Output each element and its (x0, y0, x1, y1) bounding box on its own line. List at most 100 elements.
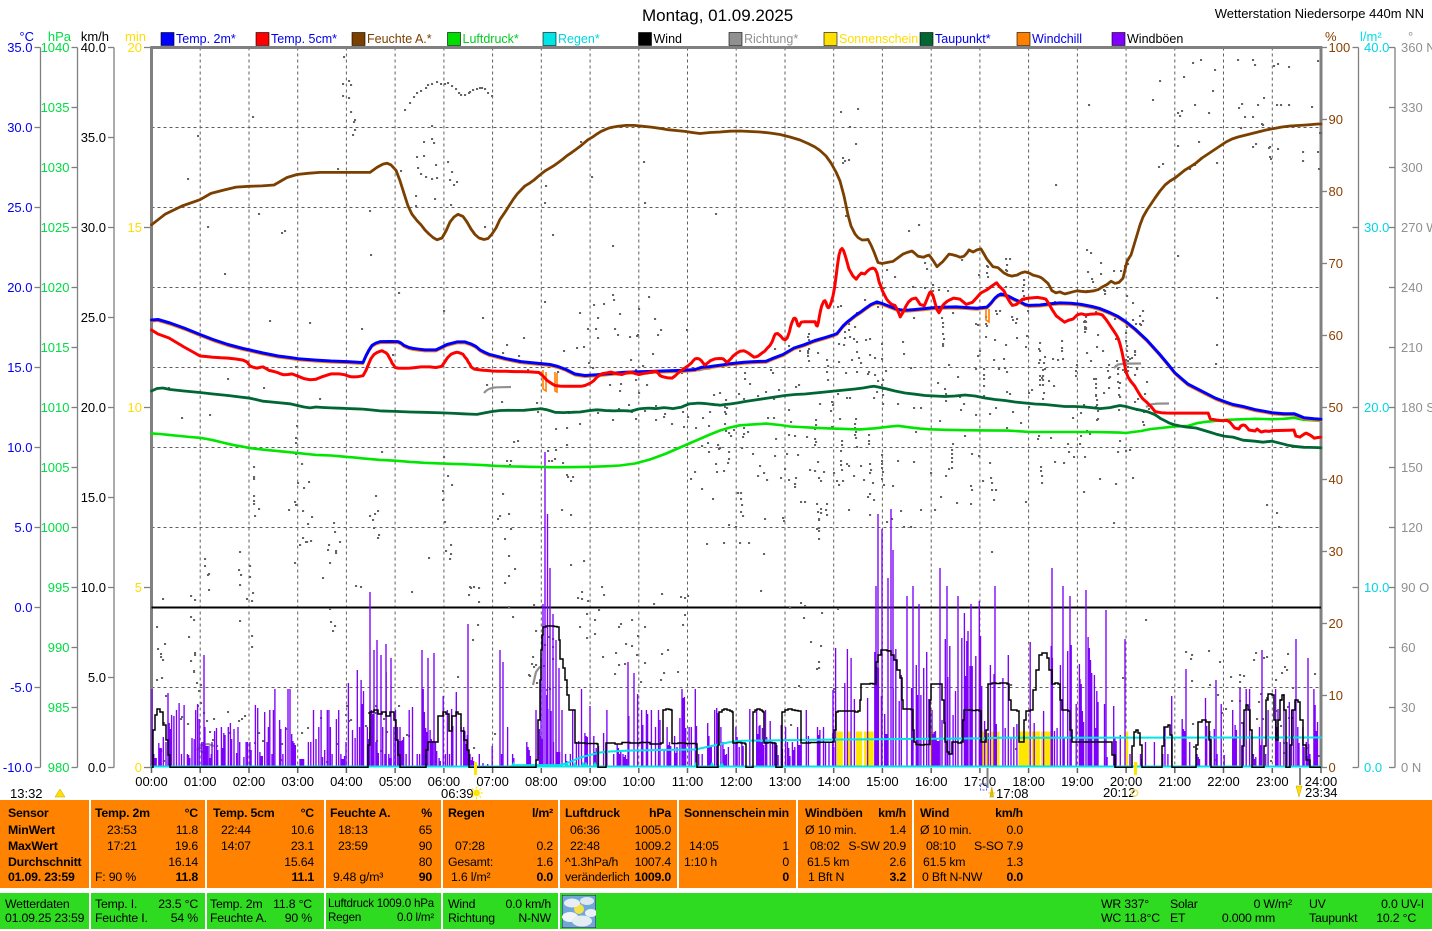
svg-text:Montag, 01.09.2025: Montag, 01.09.2025 (642, 6, 793, 25)
svg-text:30: 30 (1329, 544, 1343, 559)
svg-text:90: 90 (1329, 112, 1343, 127)
svg-text:15.0: 15.0 (81, 490, 106, 505)
svg-text:10: 10 (1329, 688, 1343, 703)
svg-text:15:00: 15:00 (866, 774, 899, 789)
svg-text:30.0: 30.0 (1364, 220, 1389, 235)
svg-text:1035: 1035 (41, 100, 70, 115)
svg-text:1030: 1030 (41, 160, 70, 175)
svg-text:08:00: 08:00 (525, 774, 558, 789)
svg-text:35.0: 35.0 (7, 40, 32, 55)
svg-text:270 W: 270 W (1401, 220, 1432, 235)
svg-text:5: 5 (135, 580, 142, 595)
svg-text:17:08: 17:08 (996, 786, 1029, 800)
svg-text:05:00: 05:00 (379, 774, 412, 789)
svg-text:30.0: 30.0 (81, 220, 106, 235)
svg-text:90 O: 90 O (1401, 580, 1429, 595)
svg-text:l/m²: l/m² (1360, 29, 1382, 44)
svg-text:%: % (1325, 29, 1337, 44)
svg-text:1015: 1015 (41, 340, 70, 355)
svg-text:°C: °C (19, 29, 34, 44)
svg-text:-10.0: -10.0 (3, 760, 33, 775)
svg-text:23:00: 23:00 (1256, 774, 1289, 789)
svg-text:Feuchte A.*: Feuchte A.* (367, 32, 432, 46)
svg-text:Wetterstation Niedersorpe 440m: Wetterstation Niedersorpe 440m NN (1215, 6, 1424, 21)
svg-text:10: 10 (128, 400, 142, 415)
svg-text:20.0: 20.0 (81, 400, 106, 415)
svg-text:10.0: 10.0 (81, 580, 106, 595)
svg-text:-5.0: -5.0 (10, 680, 32, 695)
svg-text:1025: 1025 (41, 220, 70, 235)
svg-text:35.0: 35.0 (81, 130, 106, 145)
svg-text:Temp. 5cm*: Temp. 5cm* (271, 32, 337, 46)
svg-text:360 N: 360 N (1401, 40, 1432, 55)
svg-text:0.0: 0.0 (1364, 760, 1382, 775)
svg-text:20.0: 20.0 (1364, 400, 1389, 415)
svg-text:10.0: 10.0 (7, 440, 32, 455)
svg-text:07:00: 07:00 (476, 774, 509, 789)
svg-text:40: 40 (1329, 472, 1343, 487)
svg-text:995: 995 (48, 580, 70, 595)
svg-text:14:00: 14:00 (817, 774, 850, 789)
svg-text:04:00: 04:00 (330, 774, 363, 789)
svg-text:40.0: 40.0 (1364, 40, 1389, 55)
svg-text:02:00: 02:00 (233, 774, 266, 789)
svg-text:20:12: 20:12 (1103, 785, 1136, 800)
svg-text:30.0: 30.0 (7, 120, 32, 135)
svg-text:1020: 1020 (41, 280, 70, 295)
svg-text:50: 50 (1329, 400, 1343, 415)
svg-text:12:00: 12:00 (720, 774, 753, 789)
svg-text:06:00: 06:00 (428, 774, 461, 789)
svg-text:15: 15 (128, 220, 142, 235)
svg-text:60: 60 (1329, 328, 1343, 343)
svg-text:20.0: 20.0 (7, 280, 32, 295)
svg-text:Temp. 2m*: Temp. 2m* (176, 32, 236, 46)
svg-text:Luftdruck*: Luftdruck* (463, 32, 519, 46)
svg-text:Taupunkt*: Taupunkt* (935, 32, 991, 46)
svg-text:Sonnenschein: Sonnenschein (839, 32, 918, 46)
svg-text:25.0: 25.0 (81, 310, 106, 325)
svg-text:°: ° (1408, 29, 1413, 44)
svg-text:13:00: 13:00 (769, 774, 802, 789)
svg-text:210: 210 (1401, 340, 1423, 355)
svg-text:330: 330 (1401, 100, 1423, 115)
svg-text:5.0: 5.0 (88, 670, 106, 685)
svg-text:0.0: 0.0 (14, 600, 32, 615)
svg-text:17:00: 17:00 (964, 774, 997, 789)
svg-text:0.0: 0.0 (88, 760, 106, 775)
svg-text:985: 985 (48, 700, 70, 715)
svg-text:60: 60 (1401, 640, 1415, 655)
svg-text:Windchill: Windchill (1032, 32, 1082, 46)
svg-text:20:00: 20:00 (1110, 774, 1143, 789)
svg-text:80: 80 (1329, 184, 1343, 199)
svg-text:24:00: 24:00 (1305, 774, 1338, 789)
svg-text:120: 120 (1401, 520, 1423, 535)
svg-text:1010: 1010 (41, 400, 70, 415)
svg-text:30: 30 (1401, 700, 1415, 715)
svg-text:25.0: 25.0 (7, 200, 32, 215)
svg-text:km/h: km/h (81, 29, 109, 44)
svg-text:0 N: 0 N (1401, 760, 1421, 775)
svg-text:300: 300 (1401, 160, 1423, 175)
svg-text:hPa: hPa (48, 29, 72, 44)
svg-text:0: 0 (1329, 760, 1336, 775)
svg-text:240: 240 (1401, 280, 1423, 295)
svg-text:18:00: 18:00 (1012, 774, 1045, 789)
svg-text:100: 100 (1329, 40, 1351, 55)
svg-text:21:00: 21:00 (1159, 774, 1192, 789)
svg-text:180 S: 180 S (1401, 400, 1432, 415)
svg-text:1000: 1000 (41, 520, 70, 535)
svg-text:Windböen: Windböen (1127, 32, 1183, 46)
svg-text:09:00: 09:00 (574, 774, 607, 789)
svg-text:1040: 1040 (41, 40, 70, 55)
svg-text:min: min (125, 29, 146, 44)
svg-text:19:00: 19:00 (1061, 774, 1094, 789)
svg-text:23:34: 23:34 (1305, 785, 1338, 800)
svg-text:00:00: 00:00 (135, 774, 168, 789)
svg-text:40.0: 40.0 (81, 40, 106, 55)
svg-text:10.0: 10.0 (1364, 580, 1389, 595)
svg-text:980: 980 (48, 760, 70, 775)
svg-text:06:39: 06:39 (441, 786, 474, 800)
svg-text:10:00: 10:00 (623, 774, 656, 789)
svg-text:20: 20 (128, 40, 142, 55)
svg-text:03:00: 03:00 (281, 774, 314, 789)
